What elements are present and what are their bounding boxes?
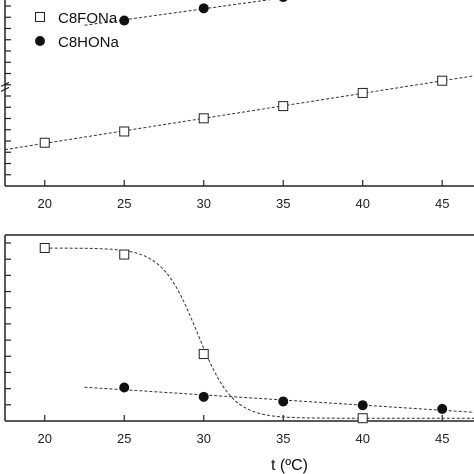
- data-point-square: [437, 75, 448, 86]
- data-point-square: [119, 126, 130, 137]
- data-point-circle: [437, 403, 448, 414]
- axis-break-mark: [0, 81, 10, 87]
- data-point-circle: [119, 382, 130, 393]
- legend-marker-square: [35, 12, 45, 22]
- x-tick-label: 45: [435, 431, 449, 446]
- data-point-square: [198, 113, 209, 124]
- data-point-circle: [278, 396, 289, 407]
- x-tick-label: 25: [117, 196, 131, 211]
- x-tick-label: 20: [38, 431, 52, 446]
- top-panel: 20 25 30 35 40 45 C8FONa C8HONa: [0, 0, 474, 211]
- x-axis-title: t (ºC): [271, 457, 308, 474]
- bottom-panel: 20 25 30 35 40 45 t (ºC): [4, 234, 474, 474]
- data-point-circle: [119, 15, 130, 26]
- data-point-square: [119, 249, 130, 260]
- data-point-square: [357, 413, 368, 424]
- data-point-circle: [279, 0, 288, 3]
- data-point-circle: [198, 3, 209, 14]
- x-tick-label: 45: [435, 196, 449, 211]
- fit-line: [44, 247, 474, 419]
- data-point-circle: [198, 391, 209, 402]
- x-tick-label: 35: [276, 196, 290, 211]
- x-tick-label: 40: [355, 431, 369, 446]
- x-tick-label: 25: [117, 431, 131, 446]
- x-tick-label: 30: [196, 196, 210, 211]
- data-point-square: [278, 101, 289, 112]
- legend-label: C8HONa: [58, 34, 120, 51]
- fit-line: [4, 75, 474, 151]
- data-point-square: [39, 243, 50, 254]
- data-point-square: [357, 87, 368, 98]
- axis-break-mark: [0, 86, 10, 92]
- legend-marker-circle: [35, 36, 45, 46]
- fit-line: [84, 0, 271, 26]
- data-point-circle: [357, 400, 368, 411]
- data-point-square: [198, 349, 209, 360]
- x-tick-label: 20: [38, 196, 52, 211]
- data-point-square: [39, 137, 50, 148]
- x-tick-label: 30: [196, 431, 210, 446]
- x-tick-label: 35: [276, 431, 290, 446]
- x-tick-label: 40: [355, 196, 369, 211]
- legend-label: C8FONa: [58, 10, 118, 27]
